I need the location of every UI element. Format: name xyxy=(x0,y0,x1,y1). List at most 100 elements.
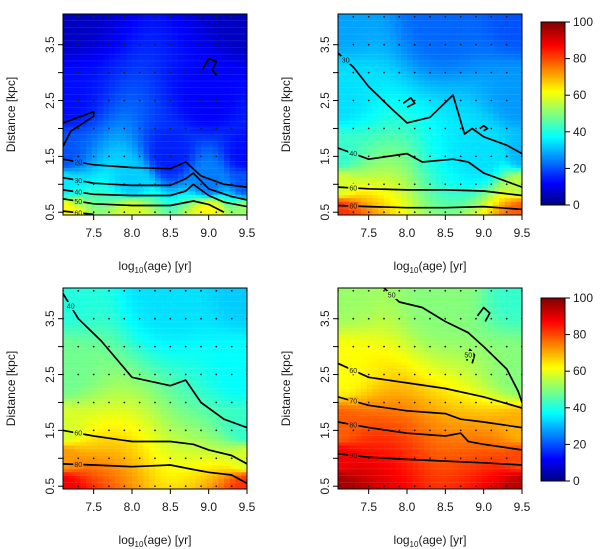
heatmap-cell xyxy=(114,70,122,75)
heatmap-cell xyxy=(470,171,477,176)
heatmap-cell xyxy=(424,117,431,122)
heatmap-cell xyxy=(172,40,179,45)
heatmap-cell xyxy=(86,341,93,346)
heatmap-cell xyxy=(143,168,150,173)
heatmap-cell xyxy=(395,44,402,49)
heatmap-cell xyxy=(218,151,225,156)
heatmap-cell xyxy=(224,141,231,146)
heatmap-cell xyxy=(412,67,420,72)
heatmap-cell xyxy=(132,348,139,353)
heatmap-cell xyxy=(361,188,368,193)
heatmap-cell xyxy=(183,34,191,39)
heatmap-cell xyxy=(97,84,104,89)
heatmap-cell xyxy=(218,184,225,189)
heatmap-cell xyxy=(412,144,420,149)
heatmap-cell xyxy=(435,77,443,82)
heatmap-cell xyxy=(510,164,517,169)
heatmap-cell xyxy=(109,385,116,390)
heatmap-cell xyxy=(97,452,104,457)
heatmap-cell xyxy=(86,44,93,49)
heatmap-cell xyxy=(510,184,517,189)
heatmap-cell xyxy=(91,358,99,363)
heatmap-cell xyxy=(218,64,225,69)
heatmap-cell xyxy=(464,184,471,189)
heatmap-cell xyxy=(68,211,76,215)
heatmap-cell xyxy=(338,127,345,132)
heatmap-cell xyxy=(91,368,99,373)
heatmap-cell xyxy=(91,14,99,18)
heatmap-cell xyxy=(120,184,127,189)
heatmap-cell xyxy=(109,391,116,396)
heatmap-cell xyxy=(372,107,379,112)
heatmap-cell xyxy=(206,181,214,186)
heatmap-cell xyxy=(91,74,99,79)
grid-dot xyxy=(352,43,355,46)
heatmap-cell xyxy=(224,81,231,85)
heatmap-cell xyxy=(126,478,133,483)
heatmap-cell xyxy=(395,107,402,112)
heatmap-cell xyxy=(63,338,70,343)
heatmap-cell xyxy=(395,91,402,95)
heatmap-cell xyxy=(189,34,196,39)
heatmap-cell xyxy=(126,298,133,302)
heatmap-cell xyxy=(155,211,162,215)
heatmap-cell xyxy=(91,70,99,75)
grid-dot xyxy=(429,183,431,186)
heatmap-cell xyxy=(476,201,483,206)
heatmap-cell xyxy=(126,94,133,99)
heatmap-cell xyxy=(430,144,437,149)
heatmap-cell xyxy=(155,97,162,102)
heatmap-cell xyxy=(389,104,397,109)
heatmap-cell xyxy=(229,191,237,196)
heatmap-cell xyxy=(97,401,104,406)
heatmap-cell xyxy=(401,74,408,79)
heatmap-cell xyxy=(195,111,202,116)
heatmap-cell xyxy=(510,67,517,72)
heatmap-cell xyxy=(516,24,522,28)
heatmap-cell xyxy=(114,462,122,467)
heatmap-cell xyxy=(470,184,477,189)
heatmap-cell xyxy=(97,30,104,35)
heatmap-cell xyxy=(91,385,99,390)
heatmap-cell xyxy=(63,164,70,169)
heatmap-cell xyxy=(504,87,512,92)
x-axis-title-log: log xyxy=(119,259,135,273)
heatmap-cell xyxy=(218,117,225,122)
heatmap-cell xyxy=(447,37,454,42)
heatmap-cell xyxy=(395,208,402,213)
heatmap-cell xyxy=(378,57,385,62)
heatmap-cell xyxy=(499,204,506,209)
heatmap-cell xyxy=(441,134,448,139)
heatmap-cell xyxy=(218,97,225,102)
heatmap-cell xyxy=(476,164,483,169)
heatmap-cell xyxy=(178,121,185,126)
heatmap-cell xyxy=(80,158,87,162)
heatmap-cell xyxy=(91,127,99,132)
heatmap-cell xyxy=(126,60,133,65)
heatmap-cell xyxy=(120,408,127,413)
heatmap-cell xyxy=(74,30,81,35)
heatmap-cell xyxy=(195,161,202,166)
heatmap-cell xyxy=(355,131,362,136)
heatmap-cell xyxy=(91,418,99,423)
heatmap-cell xyxy=(189,81,196,85)
heatmap-cell xyxy=(80,67,87,72)
heatmap-cell xyxy=(183,14,191,18)
heatmap-cell xyxy=(120,124,127,129)
heatmap-cell xyxy=(137,70,145,75)
heatmap-cell xyxy=(241,111,247,116)
heatmap-cell xyxy=(137,57,145,62)
heatmap-cell xyxy=(97,37,104,42)
heatmap-cell xyxy=(366,64,374,69)
heatmap-cell xyxy=(97,432,104,436)
heatmap-cell xyxy=(132,211,139,215)
heatmap-cell xyxy=(412,77,420,82)
heatmap-cell xyxy=(137,181,145,186)
heatmap-cell xyxy=(160,74,168,79)
heatmap-cell xyxy=(126,184,133,189)
heatmap-cell xyxy=(510,124,517,129)
heatmap-cell xyxy=(132,442,139,447)
heatmap-cell xyxy=(201,117,208,122)
heatmap-cell xyxy=(372,60,379,65)
heatmap-cell xyxy=(224,84,231,89)
